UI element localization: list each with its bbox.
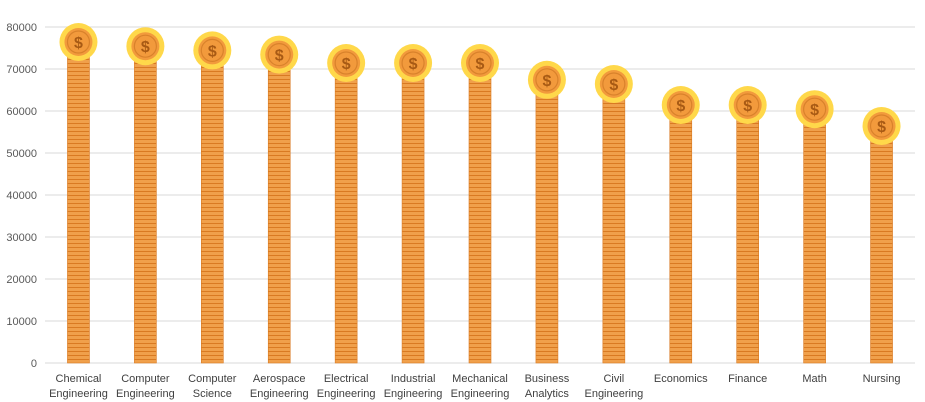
bar [468,68,492,364]
y-tick-label: 0 [31,358,37,370]
bar [134,51,157,364]
bar [67,47,90,364]
x-tick-label: Mechanical [452,373,508,385]
svg-text:$: $ [476,56,485,73]
dollar-coin-icon: $ [728,86,767,124]
x-tick-label: Engineering [317,388,376,400]
dollar-coin-icon: $ [59,23,98,61]
dollar-coin-icon: $ [527,60,566,99]
svg-text:$: $ [275,48,284,65]
x-axis: Chemical Engineering Computer Engineering Co… [49,373,900,400]
svg-text:$: $ [141,39,150,56]
x-tick-label: Analytics [525,388,570,400]
y-tick-label: 40000 [6,190,37,202]
bar [803,114,826,364]
bars [67,47,893,364]
bar [535,85,559,364]
svg-text:$: $ [409,56,418,73]
svg-text:$: $ [609,77,618,94]
svg-text:$: $ [877,119,886,136]
x-tick-label: Computer [121,373,170,385]
y-axis: 0 10000 20000 30000 40000 50000 60000 70000 8000… [6,22,37,370]
bar [870,131,893,364]
dollar-coin-icon: $ [327,44,366,82]
svg-text:$: $ [74,35,83,52]
x-tick-label: Engineering [250,388,309,400]
x-tick-label: Chemical [56,373,102,385]
dollar-coin-icon: $ [126,27,165,66]
bar [267,60,291,364]
bar [201,56,224,364]
x-tick-label: Civil [603,373,624,385]
y-tick-label: 80000 [6,22,37,34]
dollar-coin-icon: $ [594,65,633,103]
svg-text:$: $ [676,98,685,115]
x-tick-label: Engineering [116,388,175,400]
dollar-coin-icon: $ [260,35,299,74]
bar [334,68,358,364]
bar [669,110,693,364]
svg-text:$: $ [810,102,819,119]
bar [736,110,759,364]
dollar-coin-icon: $ [461,44,499,82]
x-tick-label: Engineering [49,388,108,400]
svg-text:$: $ [743,98,752,115]
x-tick-label: Engineering [584,388,643,400]
bar [602,89,626,364]
x-tick-label: Engineering [451,388,510,400]
y-tick-label: 30000 [6,232,37,244]
dollar-coin-icon: $ [661,86,700,124]
svg-text:$: $ [208,43,217,60]
x-tick-label: Aerospace [253,373,306,385]
y-tick-label: 20000 [6,274,37,286]
coin-markers: $ $ $ $ $ $ $ $ $ $ $ $ $ [59,23,901,145]
dollar-coin-icon: $ [862,107,901,145]
y-tick-label: 60000 [6,106,37,118]
x-tick-label: Engineering [384,388,443,400]
x-tick-label: Industrial [391,373,436,385]
x-tick-label: Nursing [863,373,901,385]
y-tick-label: 70000 [6,64,37,76]
y-tick-label: 10000 [6,316,37,328]
dollar-coin-icon: $ [795,90,834,129]
x-tick-label: Electrical [324,373,369,385]
bar [401,68,425,364]
dollar-coin-icon: $ [193,31,232,70]
dollar-coin-icon: $ [394,44,433,82]
x-tick-label: Science [193,388,232,400]
x-tick-label: Computer [188,373,237,385]
x-tick-label: Business [525,373,570,385]
x-tick-label: Economics [654,373,708,385]
x-tick-label: Finance [728,373,767,385]
svg-text:$: $ [542,73,551,90]
y-tick-label: 50000 [6,148,37,160]
svg-text:$: $ [342,56,351,73]
x-tick-label: Math [802,373,826,385]
